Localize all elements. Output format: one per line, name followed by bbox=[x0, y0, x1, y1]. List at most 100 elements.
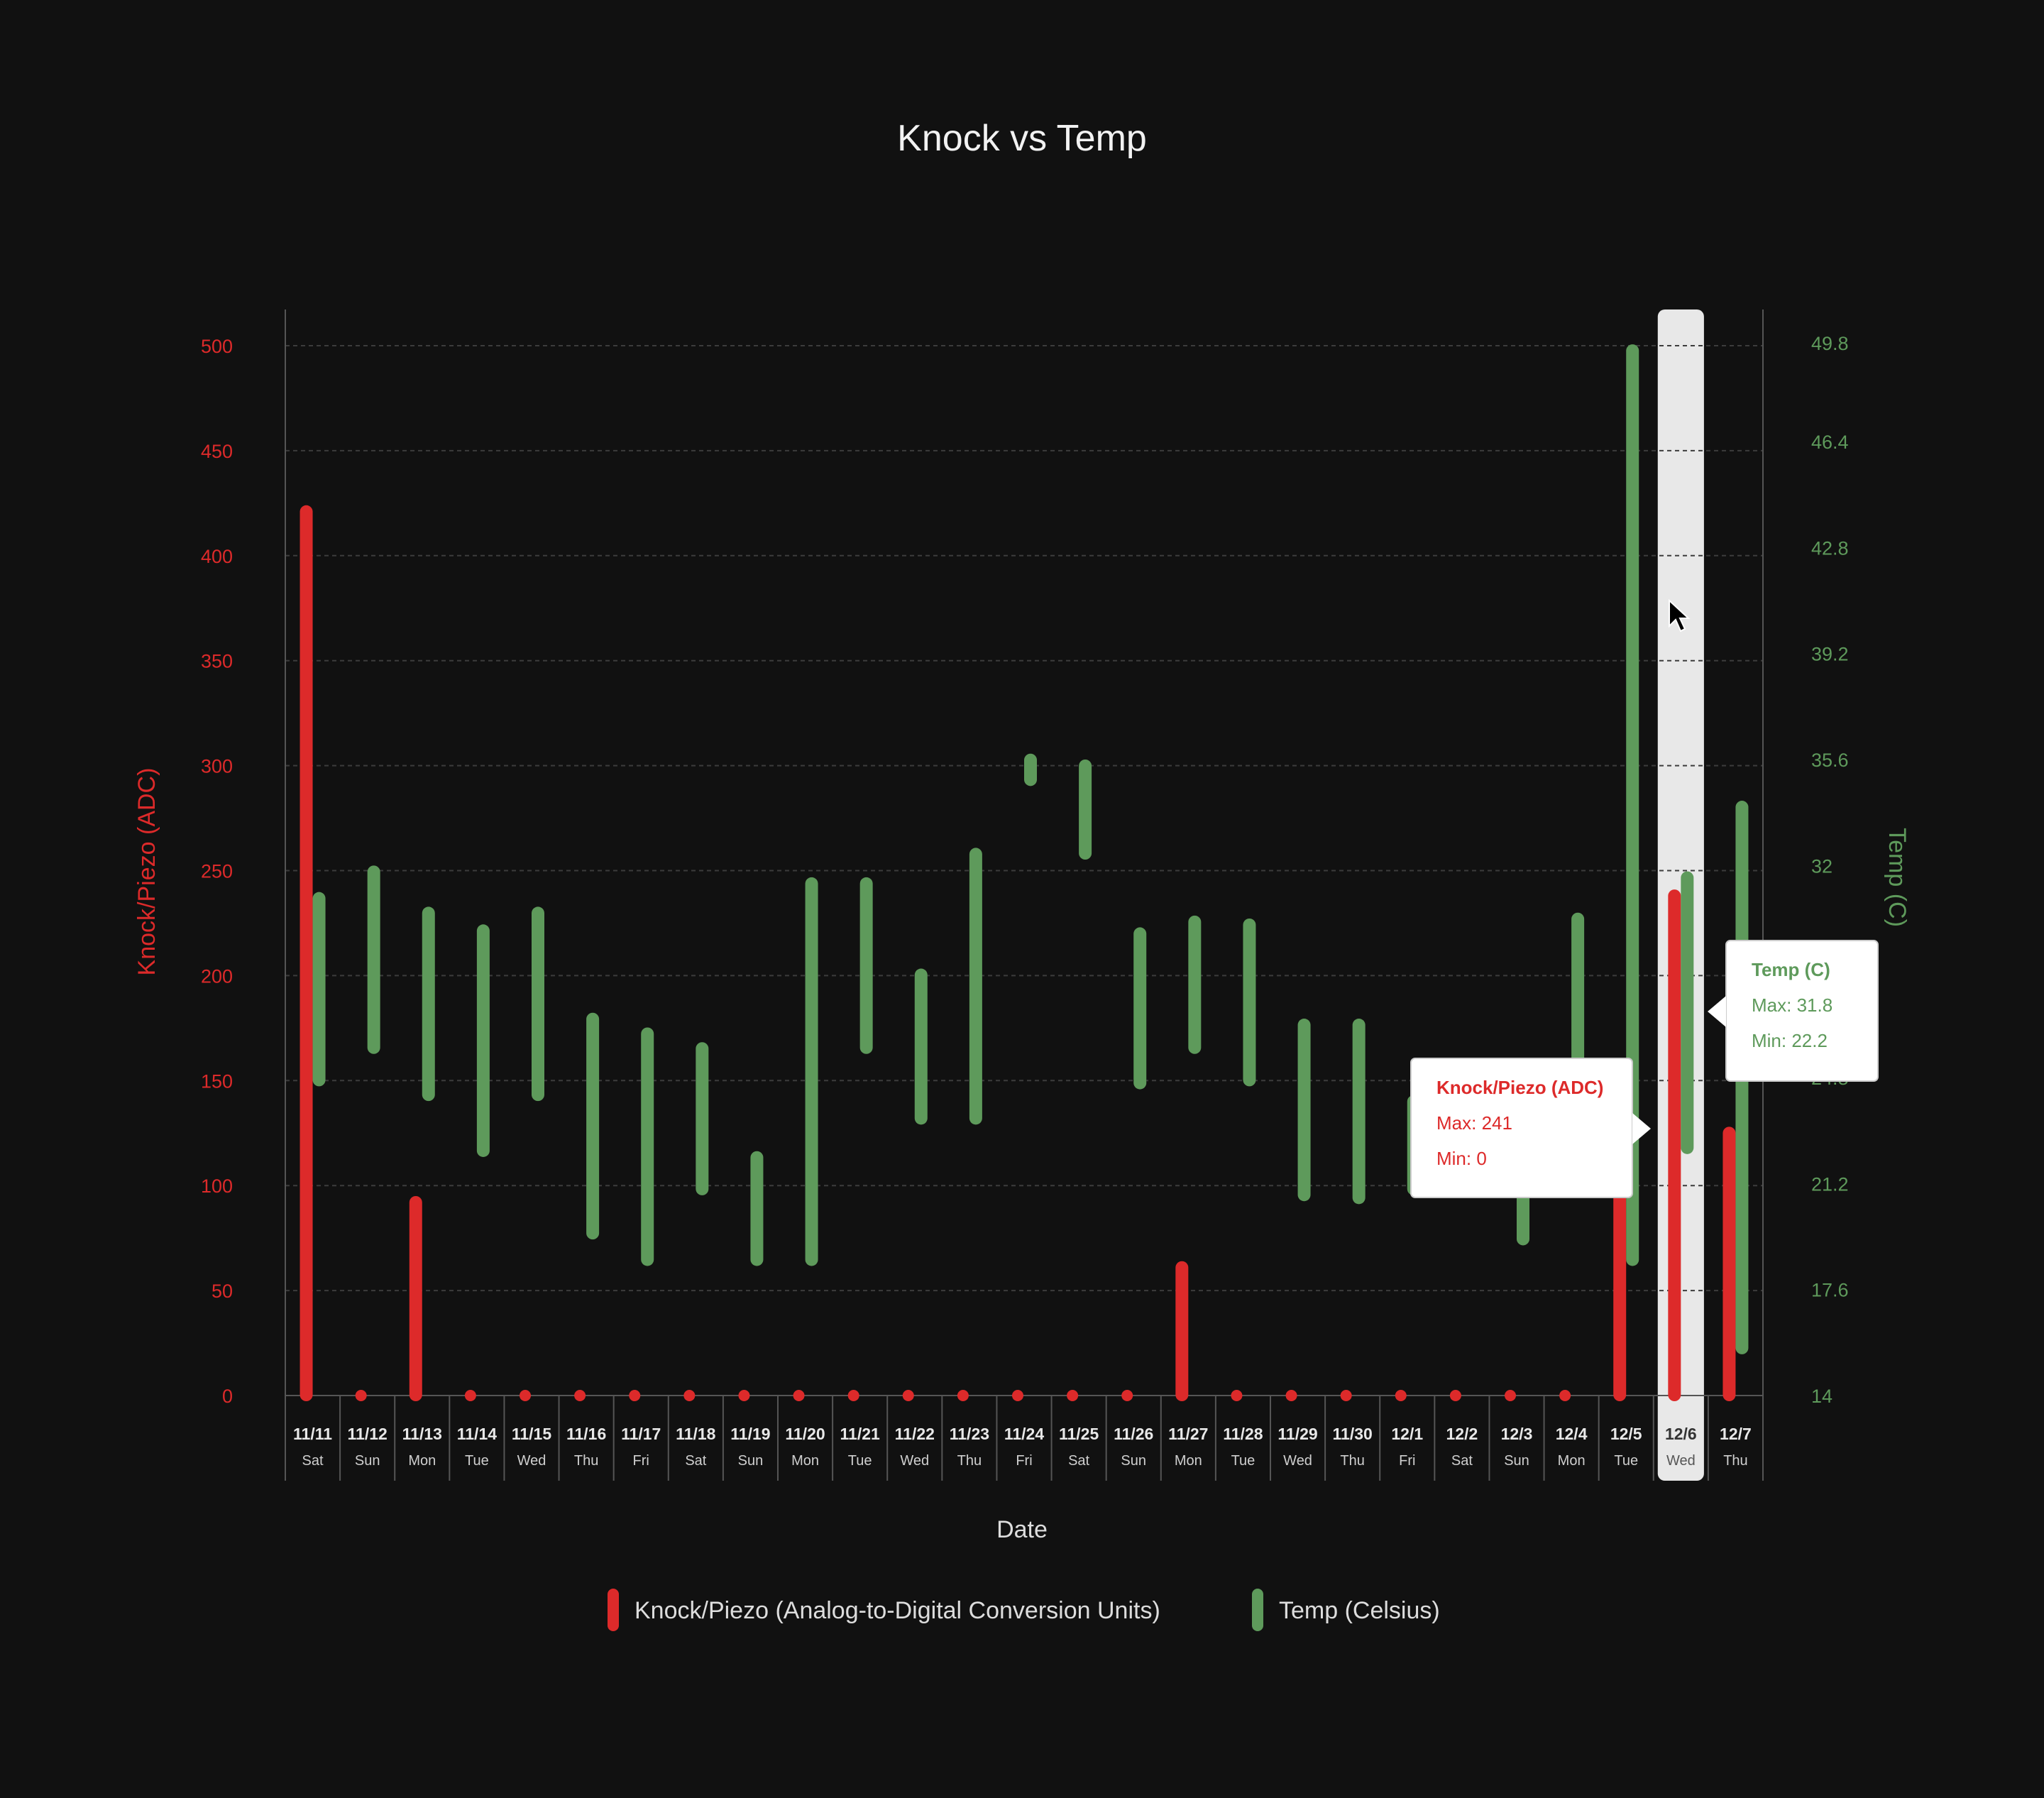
x-tick-day-label: Sat bbox=[685, 1453, 706, 1469]
x-tick-date-label: 12/2 bbox=[1446, 1425, 1478, 1443]
y-left-tick-label: 350 bbox=[201, 651, 233, 672]
temp-range-bar[interactable] bbox=[1297, 1019, 1311, 1202]
temp-range-bar[interactable] bbox=[1188, 915, 1202, 1054]
temp-range-bar[interactable] bbox=[696, 1042, 709, 1195]
temp-range-bar[interactable] bbox=[750, 1151, 764, 1266]
knock-bar-dot[interactable] bbox=[1559, 1390, 1571, 1401]
knock-tooltip-title: Knock/Piezo (ADC) bbox=[1436, 1077, 1603, 1098]
x-tick-date-label: 11/29 bbox=[1278, 1425, 1317, 1443]
x-tick-day-label: Sun bbox=[1121, 1453, 1146, 1469]
x-tick-day-label: Tue bbox=[465, 1453, 489, 1469]
x-tick-day-label: Wed bbox=[900, 1453, 929, 1469]
x-tick-day-label: Wed bbox=[517, 1453, 546, 1469]
temp-range-bar[interactable] bbox=[805, 877, 818, 1266]
temp-range-bar[interactable] bbox=[1133, 927, 1147, 1090]
knock-bar-dot[interactable] bbox=[847, 1390, 859, 1401]
knock-bar-dot[interactable] bbox=[1395, 1390, 1407, 1401]
x-axis-title: Date bbox=[996, 1516, 1048, 1543]
knock-range-bar[interactable] bbox=[1175, 1261, 1189, 1401]
knock-bar-dot[interactable] bbox=[355, 1390, 367, 1401]
temp-tooltip: Temp (C) Max: 31.8 Min: 22.2 bbox=[1708, 940, 1879, 1082]
knock-tooltip-min: Min: 0 bbox=[1436, 1148, 1487, 1169]
legend-item-knock-label: Knock/Piezo (Analog-to-Digital Conversio… bbox=[634, 1597, 1160, 1624]
x-tick-day-label: Sun bbox=[355, 1453, 380, 1469]
temp-range-bar[interactable] bbox=[532, 906, 544, 1102]
x-tick-day-label: Thu bbox=[957, 1453, 982, 1469]
temp-tooltip-title: Temp (C) bbox=[1752, 959, 1830, 980]
knock-tooltip-max: Max: 241 bbox=[1436, 1112, 1512, 1134]
x-tick-date-label: 12/6 bbox=[1665, 1425, 1697, 1443]
temp-range-bar[interactable] bbox=[914, 968, 928, 1125]
temp-range-bar[interactable] bbox=[969, 848, 982, 1125]
x-tick-day-label: Thu bbox=[1340, 1453, 1364, 1469]
y-left-tick-label: 200 bbox=[201, 965, 233, 987]
x-tick-date-label: 12/3 bbox=[1501, 1425, 1533, 1443]
knock-bar-dot[interactable] bbox=[1285, 1390, 1297, 1401]
temp-range-bar[interactable] bbox=[641, 1027, 654, 1266]
x-tick-day-label: Tue bbox=[1231, 1453, 1255, 1469]
knock-range-bar[interactable] bbox=[1668, 889, 1681, 1401]
knock-range-bar[interactable] bbox=[1722, 1127, 1736, 1401]
knock-bar-dot[interactable] bbox=[520, 1390, 531, 1401]
x-tick-date-label: 11/26 bbox=[1114, 1425, 1153, 1443]
knock-bar-dot[interactable] bbox=[574, 1390, 586, 1401]
temp-range-bar[interactable] bbox=[1079, 759, 1092, 860]
legend-item-knock[interactable]: Knock/Piezo (Analog-to-Digital Conversio… bbox=[608, 1589, 1160, 1631]
x-tick-day-label: Sun bbox=[738, 1453, 764, 1469]
knock-range-bar[interactable] bbox=[300, 505, 313, 1401]
x-tick-date-label: 11/28 bbox=[1223, 1425, 1263, 1443]
temp-range-bar[interactable] bbox=[1024, 753, 1037, 786]
knock-bar-dot[interactable] bbox=[1012, 1390, 1023, 1401]
temp-range-bar[interactable] bbox=[586, 1012, 600, 1240]
temp-range-bar[interactable] bbox=[1681, 871, 1694, 1154]
legend-item-temp[interactable]: Temp (Celsius) bbox=[1252, 1589, 1440, 1631]
legend-item-temp-label: Temp (Celsius) bbox=[1279, 1597, 1440, 1624]
temp-tooltip-max: Max: 31.8 bbox=[1752, 994, 1833, 1016]
knock-range-bar[interactable] bbox=[409, 1195, 422, 1401]
temp-range-bar[interactable] bbox=[859, 877, 873, 1054]
knock-bar-dot[interactable] bbox=[957, 1390, 969, 1401]
y-left-tick-label: 450 bbox=[201, 441, 233, 462]
knock-bar-dot[interactable] bbox=[1067, 1390, 1079, 1401]
knock-bar-dot[interactable] bbox=[902, 1390, 914, 1401]
y-right-tick-label: 21.2 bbox=[1811, 1173, 1849, 1195]
temp-range-bar[interactable] bbox=[367, 865, 380, 1054]
x-tick-date-label: 11/12 bbox=[348, 1425, 388, 1443]
temp-range-bar[interactable] bbox=[1571, 912, 1585, 1084]
x-tick-date-label: 11/21 bbox=[840, 1425, 880, 1443]
knock-range-bar[interactable] bbox=[1613, 1144, 1627, 1401]
x-tick-date-label: 11/25 bbox=[1059, 1425, 1099, 1443]
knock-bar-dot[interactable] bbox=[793, 1390, 805, 1401]
temp-range-bar[interactable] bbox=[312, 892, 326, 1087]
x-tick-date-label: 11/14 bbox=[457, 1425, 497, 1443]
y-right-tick-label: 35.6 bbox=[1811, 750, 1849, 771]
knock-bar-dot[interactable] bbox=[629, 1390, 641, 1401]
legend-item-temp-swatch bbox=[1252, 1589, 1263, 1631]
temp-range-bar[interactable] bbox=[476, 924, 490, 1157]
knock-bar-dot[interactable] bbox=[683, 1390, 696, 1401]
temp-range-bar[interactable] bbox=[1352, 1019, 1366, 1205]
knock-bar-dot[interactable] bbox=[738, 1390, 750, 1401]
y-right-tick-label: 49.8 bbox=[1811, 333, 1849, 354]
x-tick-date-label: 11/19 bbox=[730, 1425, 770, 1443]
temp-tooltip-pointer bbox=[1708, 996, 1726, 1027]
x-tick-date-label: 11/15 bbox=[512, 1425, 551, 1443]
knock-bar-dot[interactable] bbox=[1449, 1390, 1461, 1401]
y-right-tick-label: 42.8 bbox=[1811, 537, 1849, 559]
temp-range-bar[interactable] bbox=[1243, 918, 1256, 1087]
temp-range-bar[interactable] bbox=[422, 906, 435, 1102]
knock-bar-dot[interactable] bbox=[464, 1390, 476, 1401]
knock-bar-dot[interactable] bbox=[1505, 1390, 1516, 1401]
knock-bar-dot[interactable] bbox=[1231, 1390, 1243, 1401]
x-tick-date-label: 11/27 bbox=[1168, 1425, 1208, 1443]
y-axis-left-title: Knock/Piezo (ADC) bbox=[133, 768, 160, 976]
y-left-tick-label: 100 bbox=[201, 1175, 233, 1197]
knock-bar-dot[interactable] bbox=[1340, 1390, 1352, 1401]
temp-range-bar[interactable] bbox=[1626, 344, 1639, 1266]
x-tick-date-label: 11/24 bbox=[1004, 1425, 1044, 1443]
temp-tooltip-min: Min: 22.2 bbox=[1752, 1030, 1828, 1051]
y-axis-right-title: Temp (C) bbox=[1884, 828, 1911, 927]
y-right-tick-label: 46.4 bbox=[1811, 432, 1849, 453]
x-tick-day-label: Thu bbox=[1723, 1453, 1747, 1469]
knock-bar-dot[interactable] bbox=[1121, 1390, 1133, 1401]
